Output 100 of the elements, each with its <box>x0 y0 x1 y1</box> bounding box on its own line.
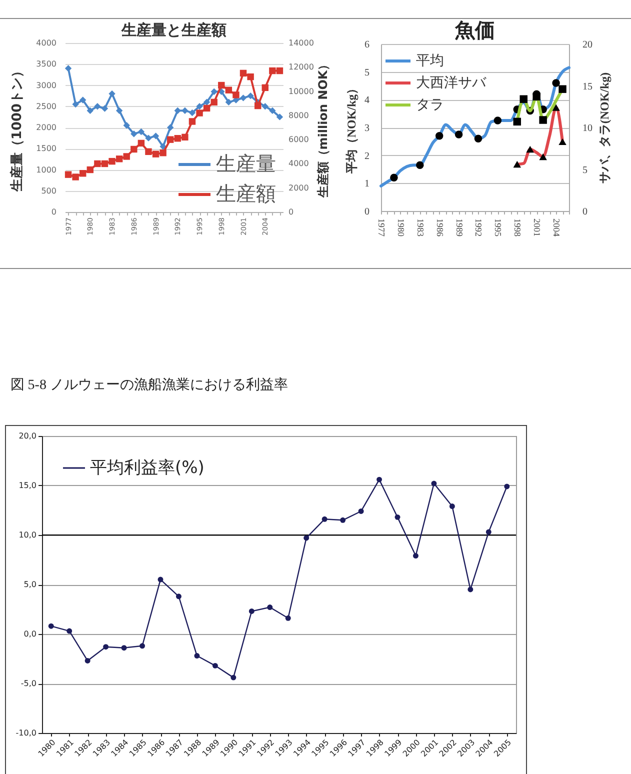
chart-title: 図 5-8 ノルウェーの漁船漁業における利益率 <box>10 377 288 393</box>
point <box>390 174 398 182</box>
y2-tick-label: 0 <box>288 208 294 216</box>
y2-tick-label: 8000 <box>288 110 309 120</box>
point <box>416 161 424 169</box>
y-tick-label: 0 <box>364 206 370 218</box>
point <box>174 107 181 114</box>
point <box>101 160 108 168</box>
point <box>218 82 225 89</box>
point <box>196 103 203 110</box>
legend-label: 平均利益率(%) <box>90 458 204 478</box>
point <box>174 135 181 142</box>
point <box>80 170 86 177</box>
point <box>130 146 138 153</box>
point <box>203 98 210 106</box>
point <box>80 96 86 104</box>
legend-label: 平均 <box>416 53 444 69</box>
point <box>64 64 72 72</box>
chart-title: 生産量と生産額 <box>120 21 226 39</box>
y-tick-label: 6 <box>364 40 370 50</box>
point <box>558 85 566 93</box>
x-tick-label: 1983 <box>415 218 426 237</box>
point <box>86 107 94 114</box>
point <box>176 594 182 600</box>
y-tick-label: 20,0 <box>18 432 36 440</box>
point <box>145 148 152 155</box>
point <box>532 92 540 100</box>
y2-axis-title: 生産額（million NOK） <box>316 58 330 199</box>
point <box>230 674 236 680</box>
y2-tick-label: 20 <box>582 40 592 50</box>
point <box>340 517 346 523</box>
x-tick-label: 1989 <box>454 218 464 237</box>
point <box>121 645 127 651</box>
point <box>196 110 203 116</box>
point <box>130 130 138 138</box>
point <box>494 116 502 124</box>
y2-tick-label: 10 <box>582 123 592 134</box>
y-tick-label: 3000 <box>36 80 56 90</box>
y2-tick-label: 14000 <box>288 38 314 48</box>
y-tick-label: 4000 <box>36 38 56 48</box>
y2-tick-label: 0 <box>582 206 588 218</box>
point <box>123 122 130 129</box>
point <box>158 576 164 582</box>
y2-tick-label: 4000 <box>288 159 309 168</box>
point <box>210 88 218 95</box>
y-tick-label: 3500 <box>36 60 56 69</box>
point <box>167 136 174 143</box>
y-tick-label: 1000 <box>36 165 56 174</box>
legend-label: 生産量 <box>216 152 276 176</box>
point <box>276 114 284 120</box>
point <box>412 553 418 559</box>
y2-tick-label: 6000 <box>288 135 309 144</box>
point <box>152 132 160 140</box>
y-tick-label: 1 <box>364 178 370 190</box>
point <box>188 109 196 116</box>
point <box>116 107 123 114</box>
point <box>435 132 444 140</box>
point <box>240 94 247 102</box>
y-tick-label: 0,0 <box>24 630 36 638</box>
point <box>513 118 522 126</box>
x-tick-label: 1986 <box>434 218 445 237</box>
point <box>84 658 90 664</box>
y2-tick-label: 2000 <box>288 183 309 192</box>
point <box>94 103 101 110</box>
point <box>108 90 116 98</box>
point <box>101 105 108 112</box>
y2-axis-title: サバ、タラ(NOK/kg) <box>598 72 612 184</box>
point <box>267 604 273 610</box>
point <box>94 160 101 168</box>
point <box>513 160 522 168</box>
point <box>212 662 218 668</box>
point <box>160 149 166 156</box>
point <box>504 484 510 490</box>
point <box>203 104 210 112</box>
point <box>269 67 276 74</box>
point <box>210 98 218 106</box>
point <box>103 644 109 650</box>
point <box>145 134 152 142</box>
x-tick-label: 1980 <box>396 218 406 237</box>
point <box>116 156 123 162</box>
point <box>539 116 547 124</box>
point <box>86 166 94 174</box>
x-tick-label: 1977 <box>376 218 386 237</box>
point <box>194 653 200 659</box>
point <box>138 140 145 147</box>
y-tick-label: -5,0 <box>20 679 36 688</box>
y-tick-label: 0 <box>51 208 56 216</box>
point <box>539 153 547 160</box>
y2-tick-label: 15 <box>582 81 592 92</box>
legend-label: 生産額 <box>216 182 276 206</box>
point <box>552 104 560 111</box>
x-tick-label: 1998 <box>512 218 523 237</box>
point <box>558 138 566 146</box>
point <box>66 628 72 634</box>
point <box>285 615 291 621</box>
y-tick-label: 1500 <box>36 144 56 154</box>
point <box>48 623 54 629</box>
y2-tick-label: 5 <box>582 164 588 176</box>
x-tick-label: 1992 <box>474 218 484 236</box>
y2-tick-label: 12000 <box>288 62 314 72</box>
